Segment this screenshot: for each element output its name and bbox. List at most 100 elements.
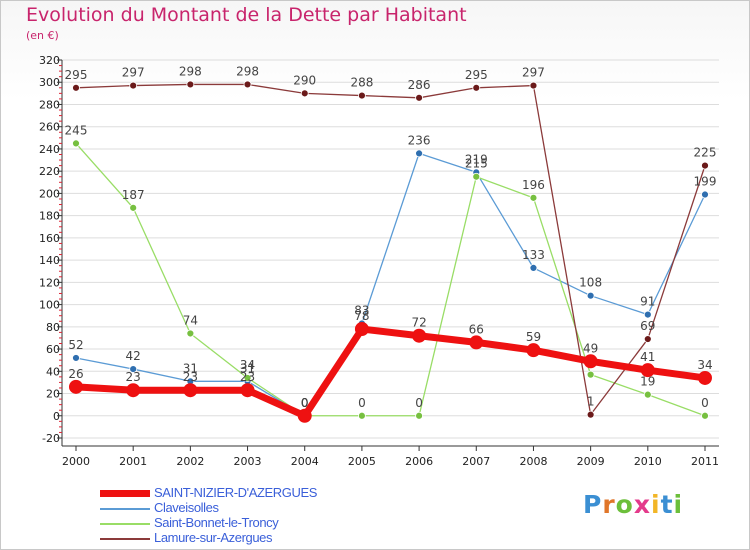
legend-label: Claveisolles bbox=[154, 500, 219, 515]
data-point bbox=[415, 149, 423, 158]
data-point bbox=[643, 335, 652, 343]
logo-letter: i bbox=[673, 490, 684, 519]
legend-item: Saint-Bonnet-le-Troncy bbox=[100, 515, 400, 532]
data-label: 236 bbox=[408, 133, 431, 147]
legend-label: Lamure-sur-Azergues bbox=[154, 530, 273, 545]
data-label: 72 bbox=[411, 316, 426, 330]
y-tick-label: 280 bbox=[39, 98, 60, 111]
data-point bbox=[472, 83, 481, 92]
proxiti-logo[interactable]: Proxiti bbox=[583, 490, 683, 519]
x-tick-label: 2009 bbox=[577, 455, 605, 468]
data-point bbox=[583, 354, 598, 369]
data-label: 108 bbox=[579, 276, 602, 290]
legend-swatch bbox=[100, 523, 150, 525]
data-point bbox=[586, 291, 595, 300]
data-label: 297 bbox=[522, 66, 545, 80]
series-line bbox=[75, 83, 706, 416]
data-point bbox=[643, 310, 652, 319]
data-point bbox=[526, 343, 541, 358]
legend-swatch bbox=[100, 490, 150, 497]
data-label: 66 bbox=[469, 322, 484, 336]
data-label: 290 bbox=[293, 73, 316, 87]
logo-letter: x bbox=[633, 490, 651, 519]
data-point bbox=[297, 408, 312, 423]
y-tick-label: 300 bbox=[39, 76, 60, 89]
x-tick-label: 2011 bbox=[691, 455, 719, 468]
x-tick-label: 2001 bbox=[119, 455, 147, 468]
logo-letter: i bbox=[651, 490, 661, 519]
data-label: 196 bbox=[522, 178, 545, 192]
x-tick-label: 2010 bbox=[634, 455, 662, 468]
data-label: 245 bbox=[65, 123, 88, 137]
data-point bbox=[243, 374, 252, 382]
legend-item: Claveisolles bbox=[100, 500, 400, 517]
y-tick-label: 100 bbox=[39, 299, 60, 312]
data-point bbox=[72, 354, 80, 362]
y-tick-label: 180 bbox=[39, 210, 60, 223]
x-tick-label: 2006 bbox=[405, 455, 433, 468]
data-label: 225 bbox=[694, 146, 717, 160]
legend-item: Lamure-sur-Azergues bbox=[100, 530, 400, 547]
y-tick-label: 40 bbox=[46, 365, 60, 378]
y-tick-label: 0 bbox=[53, 410, 60, 423]
x-tick-label: 2002 bbox=[176, 455, 204, 468]
logo-letter: o bbox=[615, 490, 634, 519]
data-point bbox=[529, 193, 538, 202]
data-point bbox=[186, 329, 195, 338]
data-point bbox=[72, 139, 80, 148]
series-line bbox=[72, 325, 709, 420]
data-point bbox=[472, 172, 481, 181]
data-label: 288 bbox=[350, 76, 373, 90]
data-label: 23 bbox=[126, 370, 141, 384]
data-point bbox=[415, 93, 423, 102]
data-point bbox=[469, 335, 484, 350]
data-label: 219 bbox=[465, 152, 488, 166]
y-tick-label: 20 bbox=[46, 388, 60, 401]
data-label: 26 bbox=[68, 367, 83, 381]
data-label: 297 bbox=[122, 66, 145, 80]
x-tick-label: 2000 bbox=[62, 455, 90, 468]
data-label: 0 bbox=[301, 396, 309, 410]
data-label: 0 bbox=[301, 396, 309, 410]
legend-item: SAINT-NIZIER-D'AZERGUES bbox=[100, 485, 400, 502]
series-line bbox=[75, 152, 706, 417]
data-label: 286 bbox=[408, 78, 431, 92]
data-label: 295 bbox=[465, 68, 488, 82]
data-point bbox=[640, 363, 655, 378]
data-label: 0 bbox=[415, 396, 423, 410]
logo-letter: r bbox=[602, 490, 616, 519]
data-point bbox=[358, 91, 366, 100]
y-tick-label: 240 bbox=[39, 143, 60, 156]
data-label: 0 bbox=[358, 396, 366, 410]
data-label: 49 bbox=[583, 341, 598, 355]
data-label: 0 bbox=[701, 396, 709, 410]
x-tick-label: 2007 bbox=[462, 455, 490, 468]
y-tick-label: 140 bbox=[39, 254, 60, 267]
y-tick-label: 200 bbox=[39, 187, 60, 200]
x-tick-label: 2004 bbox=[291, 455, 319, 468]
data-label: 298 bbox=[179, 64, 202, 78]
data-label: 215 bbox=[465, 157, 488, 171]
data-label: 52 bbox=[68, 338, 83, 352]
data-point bbox=[129, 365, 138, 373]
data-point bbox=[698, 370, 712, 385]
data-point bbox=[358, 411, 366, 420]
data-point bbox=[69, 379, 83, 394]
logo-letter: P bbox=[583, 490, 603, 519]
data-label: 74 bbox=[183, 313, 198, 327]
data-point bbox=[529, 263, 538, 272]
unit-label: (en €) bbox=[26, 29, 59, 42]
data-label: 59 bbox=[526, 330, 541, 344]
data-label: 83 bbox=[354, 303, 369, 317]
legend-label: Saint-Bonnet-le-Troncy bbox=[154, 515, 279, 530]
y-tick-label: 120 bbox=[39, 276, 60, 289]
data-label: 1 bbox=[587, 395, 595, 409]
data-label: 0 bbox=[301, 396, 309, 410]
y-tick-label: 160 bbox=[39, 232, 60, 245]
x-tick-label: 2005 bbox=[348, 455, 376, 468]
y-tick-label: 220 bbox=[39, 165, 60, 178]
data-label: 23 bbox=[183, 370, 198, 384]
y-tick-label: -20 bbox=[42, 432, 60, 445]
y-tick-label: 80 bbox=[46, 321, 60, 334]
